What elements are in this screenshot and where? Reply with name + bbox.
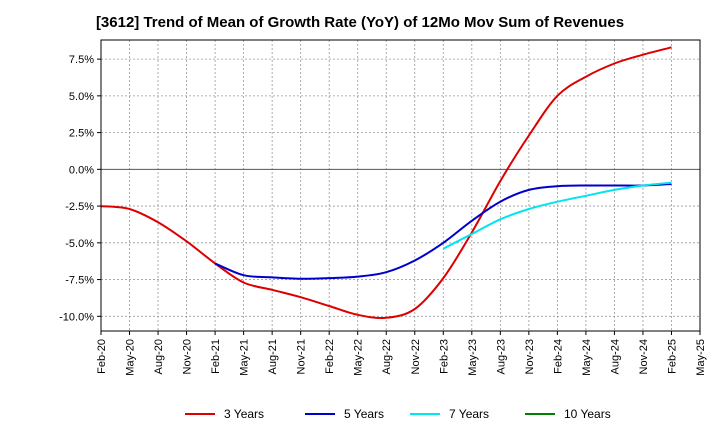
- x-tick-label: Nov-24: [638, 339, 650, 374]
- y-tick-label: -5.0%: [65, 238, 94, 250]
- series-line-7-years: [442, 181, 672, 250]
- x-tick-label: Feb-20: [96, 339, 108, 374]
- x-tick-label: Feb-21: [210, 339, 222, 374]
- x-tick-label: May-23: [467, 339, 479, 376]
- y-tick-label: 7.5%: [69, 54, 94, 66]
- legend-label-3-years: 3 Years: [224, 407, 264, 421]
- legend-label-7-years: 7 Years: [449, 407, 489, 421]
- y-tick-label: 0.0%: [69, 164, 94, 176]
- chart-title: [3612] Trend of Mean of Growth Rate (YoY…: [95, 14, 625, 31]
- x-tick-label: Nov-22: [410, 339, 422, 374]
- legend-label-10-years: 10 Years: [564, 407, 611, 421]
- x-tick-label: Aug-24: [609, 339, 621, 374]
- legend: 3 Years 5 Years 7 Years 10 Years: [185, 407, 611, 421]
- x-tick-label: Nov-20: [182, 339, 194, 374]
- x-tick-label: Aug-20: [153, 339, 165, 374]
- x-tick-label: Feb-23: [438, 339, 450, 374]
- y-tick-label: -10.0%: [59, 311, 94, 323]
- x-tick-label: Nov-23: [524, 339, 536, 374]
- x-tick-label: May-20: [125, 339, 137, 376]
- series-lines: [100, 46, 672, 320]
- plot-area-frame: [100, 39, 701, 332]
- y-axis-ticks: 7.5% 5.0% 2.5% 0.0% -2.5% -5.0% -7.5% -10.0%: [59, 54, 101, 323]
- series-line-3-years: [100, 46, 672, 320]
- x-tick-label: Feb-22: [324, 339, 336, 374]
- x-tick-label: May-24: [581, 339, 593, 376]
- x-tick-label: Aug-22: [381, 339, 393, 374]
- x-tick-label: Nov-21: [296, 339, 308, 374]
- x-tick-label: Feb-24: [552, 339, 564, 374]
- x-tick-label: May-21: [239, 339, 251, 376]
- x-tick-label: Feb-25: [666, 339, 678, 374]
- x-tick-label: May-22: [353, 339, 365, 376]
- y-tick-label: 5.0%: [69, 91, 94, 103]
- series-line-5-years: [214, 183, 672, 280]
- y-tick-label: -7.5%: [65, 275, 94, 287]
- legend-label-5-years: 5 Years: [344, 407, 384, 421]
- x-tick-label: Aug-21: [267, 339, 279, 374]
- x-tick-label: Aug-23: [495, 339, 507, 374]
- y-tick-label: 2.5%: [69, 128, 94, 140]
- x-tick-label: May-25: [695, 339, 707, 376]
- x-axis-ticks: Feb-20 May-20 Aug-20 Nov-20 Feb-21 May-21 Aug-…: [96, 331, 707, 376]
- y-tick-label: -2.5%: [65, 201, 94, 213]
